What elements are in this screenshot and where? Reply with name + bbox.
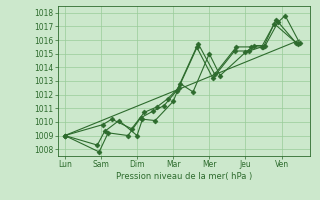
X-axis label: Pression niveau de la mer( hPa ): Pression niveau de la mer( hPa ): [116, 172, 252, 181]
